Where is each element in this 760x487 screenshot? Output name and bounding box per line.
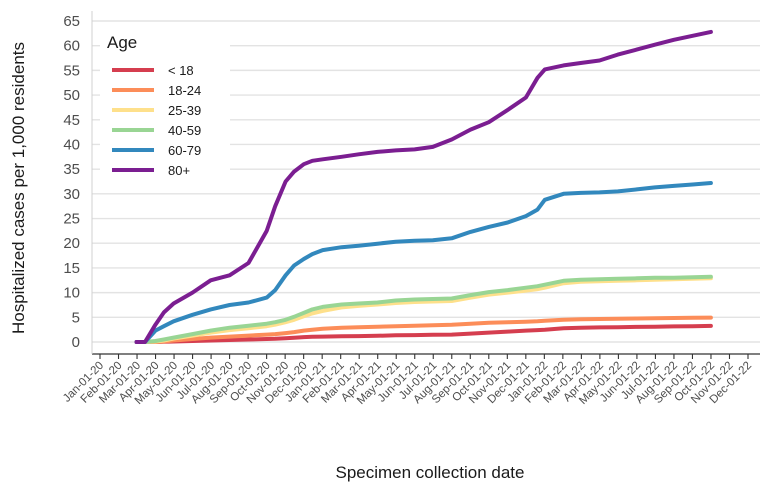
legend-label: 60-79 <box>168 143 201 158</box>
y-tick-label: 30 <box>63 186 80 203</box>
series-line <box>134 29 713 344</box>
y-tick-label: 15 <box>63 260 80 277</box>
legend-label: 25-39 <box>168 103 201 118</box>
series-line <box>134 274 713 344</box>
legend-label: 18-24 <box>168 83 201 98</box>
y-tick-label: 55 <box>63 62 80 79</box>
y-tick-label: 45 <box>63 112 80 129</box>
legend: Age < 18 18-24 25-39 40-59 60-79 80+ <box>100 25 230 190</box>
legend-label: 40-59 <box>168 123 201 138</box>
legend-title: Age <box>107 33 137 52</box>
y-tick-label: 60 <box>63 38 80 55</box>
y-tick-label: 10 <box>63 285 80 302</box>
y-tick-label: 50 <box>63 87 80 104</box>
legend-label: < 18 <box>168 63 194 78</box>
y-tick-label: 25 <box>63 211 80 228</box>
y-axis-title: Hospitalized cases per 1,000 residents <box>9 42 28 334</box>
y-tick-label: 40 <box>63 136 80 153</box>
series-line <box>134 181 713 344</box>
y-tick-label: 5 <box>72 309 80 326</box>
x-axis-title: Specimen collection date <box>335 463 524 482</box>
y-tick-label: 0 <box>72 334 80 351</box>
y-tick-label: 35 <box>63 161 80 178</box>
y-tick-label: 65 <box>63 13 80 30</box>
legend-label: 80+ <box>168 163 190 178</box>
y-tick-label: 20 <box>63 235 80 252</box>
series-line <box>134 315 713 344</box>
series-lines <box>134 29 713 344</box>
legend-background <box>100 25 230 190</box>
series-line <box>134 323 713 344</box>
